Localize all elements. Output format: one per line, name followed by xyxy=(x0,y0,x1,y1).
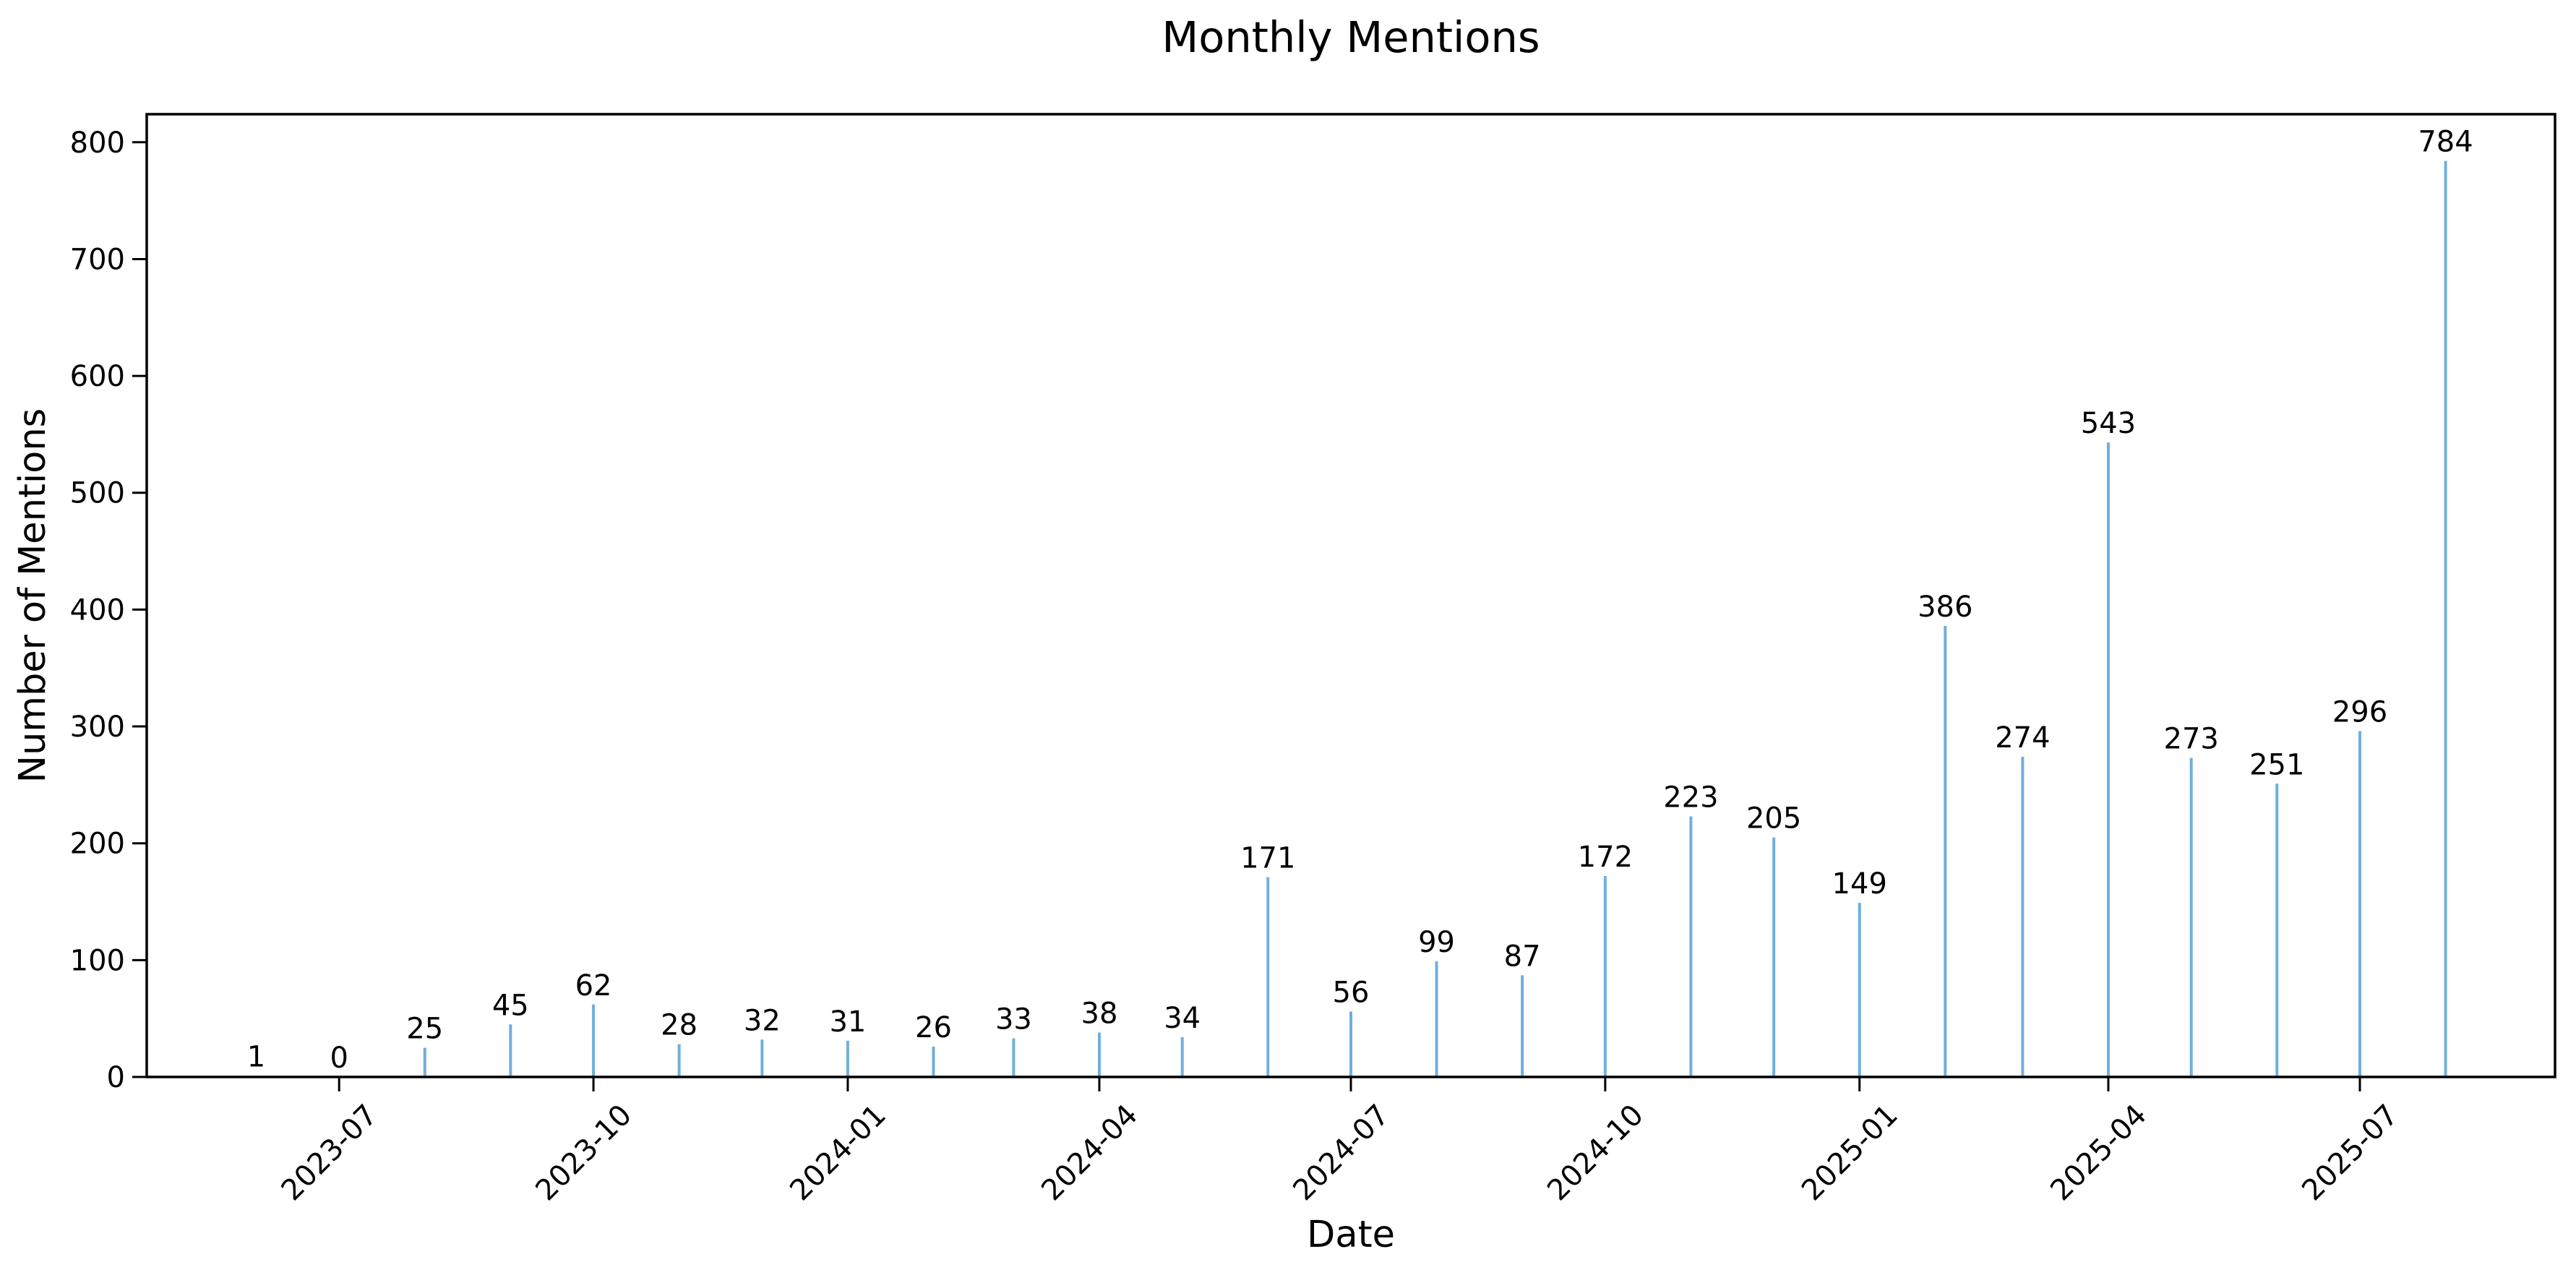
chart-title: Monthly Mentions xyxy=(1162,12,1540,62)
bar-value-label: 26 xyxy=(915,1011,952,1044)
bar xyxy=(846,1040,849,1077)
bar xyxy=(2444,160,2447,1078)
x-axis-label: Date xyxy=(1307,1214,1395,1256)
y-axis-group: 0 100 200 300 400 500 600 700 800 xyxy=(70,126,147,1094)
y-tick-label: 600 xyxy=(70,360,125,393)
bar xyxy=(2189,757,2193,1077)
bar-value-label: 56 xyxy=(1333,976,1370,1009)
bar xyxy=(2021,757,2025,1077)
bar-value-label: 273 xyxy=(2164,723,2219,756)
bar xyxy=(1772,837,1776,1077)
y-tick-label: 200 xyxy=(70,828,125,861)
bar xyxy=(2358,731,2361,1077)
x-tick-label: 2024-04 xyxy=(1035,1099,1144,1208)
bar-value-label: 205 xyxy=(1746,802,1801,836)
bar-value-label: 171 xyxy=(1240,842,1295,875)
bar-value-label: 0 xyxy=(330,1042,348,1075)
bar xyxy=(2275,784,2279,1077)
bar-value-label: 223 xyxy=(1663,781,1718,815)
bar-value-label: 1 xyxy=(247,1040,265,1073)
x-tick-label: 2024-01 xyxy=(783,1099,893,1208)
bar-value-label: 32 xyxy=(744,1004,781,1037)
bar-value-label: 543 xyxy=(2081,407,2136,440)
bar xyxy=(1266,877,1270,1077)
plot-border-group xyxy=(145,113,2556,1078)
bar-value-label: 296 xyxy=(2332,696,2387,729)
bar xyxy=(1180,1037,1184,1077)
plot-border xyxy=(145,113,2556,1078)
bar-value-label: 31 xyxy=(829,1005,866,1039)
bar xyxy=(1689,816,1693,1077)
x-tick-label: 2025-04 xyxy=(2044,1099,2153,1208)
y-tick-label: 100 xyxy=(70,944,125,977)
bar-value-label: 784 xyxy=(2418,126,2473,159)
x-tick-label: 2025-07 xyxy=(2296,1099,2405,1208)
bar-value-label: 38 xyxy=(1081,997,1118,1031)
bar xyxy=(1012,1038,1016,1077)
bar-value-label: 99 xyxy=(1418,926,1455,959)
bar xyxy=(423,1047,426,1077)
bar-value-label: 62 xyxy=(575,969,612,1003)
bar xyxy=(1521,975,1524,1077)
bar-value-label: 28 xyxy=(661,1009,697,1042)
y-tick-label: 800 xyxy=(70,126,125,160)
bar xyxy=(2106,442,2110,1077)
y-tick-label: 400 xyxy=(70,593,125,627)
y-axis-label: Number of Mentions xyxy=(12,408,54,783)
y-tick-label: 0 xyxy=(107,1061,125,1094)
bar-value-label: 34 xyxy=(1164,1002,1201,1035)
bar xyxy=(1944,626,1947,1077)
bar-value-label: 386 xyxy=(1918,591,1972,624)
bar-value-label: 274 xyxy=(1995,721,2050,755)
bar-value-label: 45 xyxy=(492,989,529,1022)
bar-value-labels-group: 1 0 25 45 62 28 32 31 26 33 38 34 171 56 99 87 172 223 205… xyxy=(247,126,2473,1075)
x-tick-label: 2024-10 xyxy=(1541,1099,1650,1208)
bar xyxy=(592,1004,596,1077)
y-tick-label: 500 xyxy=(70,477,125,510)
bar xyxy=(1349,1011,1352,1077)
x-tick-label: 2023-10 xyxy=(529,1099,638,1208)
bar xyxy=(677,1044,681,1077)
bar-value-label: 25 xyxy=(406,1013,443,1046)
bar xyxy=(1097,1032,1101,1077)
bar-value-label: 149 xyxy=(1832,867,1887,901)
x-axis-group: 2023-07 2023-10 2024-01 2024-04 2024-07 2024-… xyxy=(275,1077,2405,1207)
bar xyxy=(932,1046,935,1077)
x-tick-label: 2025-01 xyxy=(1795,1099,1905,1208)
bars-group xyxy=(254,160,2447,1078)
bar xyxy=(1435,961,1438,1077)
bar xyxy=(509,1024,512,1077)
y-tick-label: 700 xyxy=(70,243,125,276)
bar-value-label: 87 xyxy=(1504,940,1541,973)
y-tick-label: 300 xyxy=(70,711,125,744)
bar xyxy=(1603,875,1607,1077)
bar-value-label: 33 xyxy=(995,1003,1032,1036)
x-tick-label: 2024-07 xyxy=(1287,1099,1396,1208)
bar-value-label: 172 xyxy=(1578,841,1633,874)
bar xyxy=(760,1039,764,1077)
bar xyxy=(1858,903,1861,1077)
bar-value-label: 251 xyxy=(2249,748,2304,781)
x-tick-label: 2023-07 xyxy=(275,1099,385,1208)
